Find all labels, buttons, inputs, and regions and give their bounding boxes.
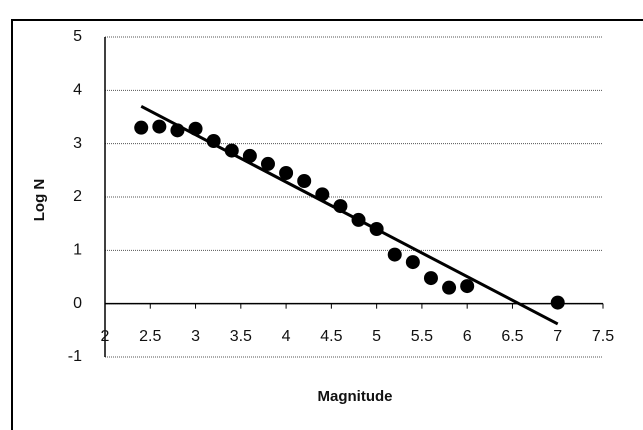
x-tick-label: 6 bbox=[463, 328, 472, 345]
x-tick-label: 3.5 bbox=[230, 328, 252, 345]
y-axis-title: Log N bbox=[31, 179, 48, 222]
data-point bbox=[152, 119, 167, 134]
x-tick-label: 7.5 bbox=[592, 328, 614, 345]
x-tick-label: 2 bbox=[101, 328, 110, 345]
x-tick-label: 3 bbox=[191, 328, 200, 345]
trend-line bbox=[140, 105, 559, 326]
x-tick-label: 5.5 bbox=[411, 328, 433, 345]
y-tick-label: 3 bbox=[73, 135, 82, 152]
data-point bbox=[297, 174, 312, 188]
y-tick-label: -1 bbox=[68, 348, 82, 365]
data-point bbox=[134, 120, 149, 135]
x-tick-label: 5 bbox=[372, 328, 381, 345]
data-point bbox=[550, 295, 565, 310]
data-point bbox=[423, 271, 438, 286]
x-tick-label: 4 bbox=[282, 328, 291, 345]
x-tick-label: 6.5 bbox=[501, 328, 523, 345]
data-point bbox=[387, 247, 402, 262]
data-point bbox=[260, 156, 275, 171]
x-tick-label: 2.5 bbox=[139, 328, 161, 345]
data-point bbox=[279, 166, 294, 180]
y-tick-label: 4 bbox=[73, 82, 82, 99]
data-point bbox=[460, 279, 475, 294]
x-tick-label: 7 bbox=[553, 328, 562, 345]
y-tick-label: 5 bbox=[73, 28, 82, 45]
y-tick-label: 1 bbox=[73, 242, 82, 259]
y-tick-label: 0 bbox=[73, 295, 82, 312]
x-tick-label: 4.5 bbox=[320, 328, 342, 345]
frame bbox=[11, 19, 643, 430]
data-point bbox=[405, 255, 420, 270]
y-tick-label: 2 bbox=[73, 188, 82, 205]
x-axis-title: Magnitude bbox=[318, 388, 393, 405]
data-point bbox=[442, 280, 457, 295]
data-point bbox=[242, 148, 257, 163]
